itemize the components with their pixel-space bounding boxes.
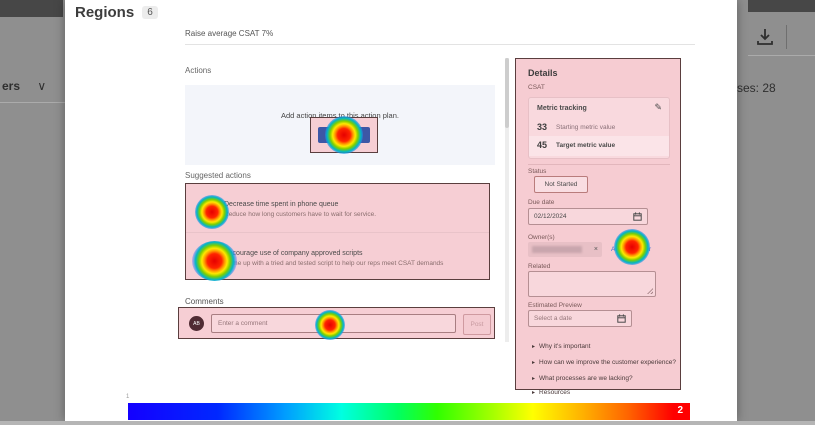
status-badge-label: Not Started xyxy=(544,181,578,188)
metric-tracking-label: Metric tracking xyxy=(537,105,587,112)
details-divider xyxy=(528,164,670,165)
background-bottom-strip xyxy=(0,421,815,425)
disclosure-triangle-icon: ▸ xyxy=(532,360,536,366)
suggested-item-desc: Reduce how long customers have to wait f… xyxy=(224,211,377,218)
avatar: AB xyxy=(189,316,204,331)
suggested-items-divider xyxy=(186,232,489,233)
scrollbar-thumb[interactable] xyxy=(505,58,509,128)
section-toggle[interactable]: ▸ How can we improve the customer experie… xyxy=(532,351,676,369)
region-highlight-suggested-actions: Decrease time spent in phone queue Reduc… xyxy=(185,183,490,280)
suggested-item-desc: Come up with a tried and tested script t… xyxy=(224,260,444,267)
content-scrollbar[interactable] xyxy=(505,58,509,342)
status-label: Status xyxy=(528,168,547,175)
due-date-input[interactable]: 02/12/2024 xyxy=(528,208,648,225)
starting-metric-value: 33 xyxy=(537,122,548,132)
owner-chip: × xyxy=(528,242,602,257)
header-divider xyxy=(185,44,695,45)
starting-metric-label: Starting metric value xyxy=(556,124,616,131)
calendar-icon xyxy=(617,314,626,323)
disclosure-triangle-icon: ▸ xyxy=(532,376,536,382)
suggested-item[interactable]: Decrease time spent in phone queue Reduc… xyxy=(224,201,376,218)
plan-subtitle: Raise average CSAT 7% xyxy=(185,29,274,38)
section-toggle[interactable]: ▸ What processes are we lacking? xyxy=(532,367,633,385)
calendar-icon xyxy=(633,212,642,221)
post-comment-button[interactable]: Post xyxy=(463,314,491,335)
resize-handle[interactable] xyxy=(647,288,653,294)
heatmap-color-scale: 2 xyxy=(128,403,690,420)
new-action-button-label: New action xyxy=(329,132,359,138)
background-divider-left xyxy=(0,102,65,103)
section-label: Why it's important xyxy=(539,343,591,350)
details-panel: Details CSAT Metric tracking ✎ 33 Starti… xyxy=(515,58,681,396)
responses-count: ses: 28 xyxy=(737,81,776,95)
section-toggle[interactable]: ▸ Why it's important xyxy=(532,335,590,353)
metric-name: CSAT xyxy=(528,84,545,91)
download-button[interactable] xyxy=(754,26,776,48)
region-highlight-comments: AB Post xyxy=(178,307,495,339)
suggested-item[interactable]: Encourage use of company approved script… xyxy=(224,250,443,267)
filters-dropdown[interactable]: ers ∨ xyxy=(2,79,46,93)
section-label: What processes are we lacking? xyxy=(539,375,633,382)
related-label: Related xyxy=(528,263,551,270)
heatmap-scale-min: 1 xyxy=(126,394,130,400)
remove-owner-icon[interactable]: × xyxy=(593,246,598,253)
comment-input[interactable] xyxy=(211,314,456,333)
chevron-down-icon: ∨ xyxy=(37,79,47,93)
filters-label: ers xyxy=(2,79,21,93)
post-button-label: Post xyxy=(470,321,484,328)
background-toolbar-divider xyxy=(786,25,787,49)
edit-icon[interactable]: ✎ xyxy=(654,102,662,112)
owner-chip-redacted-name xyxy=(532,246,582,253)
target-metric-value: 45 xyxy=(537,140,548,150)
estimated-date-placeholder: Select a date xyxy=(534,315,572,322)
suggested-actions-label: Suggested actions xyxy=(185,171,251,180)
owners-label: Owner(s) xyxy=(528,234,555,241)
status-badge[interactable]: Not Started xyxy=(534,176,588,193)
details-title: Details xyxy=(528,68,558,78)
estimated-date-input[interactable]: Select a date xyxy=(528,310,632,327)
actions-label: Actions xyxy=(185,66,212,75)
suggested-item-title: Encourage use of company approved script… xyxy=(224,250,363,257)
background-topbar-left xyxy=(0,0,63,17)
disclosure-triangle-icon: ▸ xyxy=(532,344,536,350)
target-metric-row: 45 Target metric value xyxy=(529,136,669,156)
page-title: Regions 6 xyxy=(75,4,158,22)
estimated-label: Estimated Preview xyxy=(528,302,582,309)
disclosure-triangle-icon: ▸ xyxy=(532,390,536,396)
regions-title: Regions xyxy=(75,4,135,21)
actions-empty-text: Add action items to this action plan. xyxy=(281,111,399,120)
target-metric-label: Target metric value xyxy=(556,142,616,149)
add-owner-link[interactable]: Add an owner xyxy=(611,246,652,253)
comments-label: Comments xyxy=(185,297,224,306)
section-toggle[interactable]: ▸ Resources xyxy=(532,381,570,399)
section-label: Resources xyxy=(539,389,571,396)
background-divider-right xyxy=(748,55,815,56)
suggested-item-title: Decrease time spent in phone queue xyxy=(224,201,339,208)
heatmap-scale-max: 2 xyxy=(677,405,683,416)
due-date-label: Due date xyxy=(528,199,555,206)
download-icon xyxy=(757,29,773,45)
new-action-button[interactable]: New action xyxy=(318,127,370,143)
background-topbar-right xyxy=(748,0,815,12)
regions-count-badge: 6 xyxy=(142,6,158,19)
related-textarea[interactable] xyxy=(528,271,656,297)
metric-tracking-card: Metric tracking ✎ 33 Starting metric val… xyxy=(528,97,670,159)
section-label: How can we improve the customer experien… xyxy=(539,359,676,366)
due-date-value: 02/12/2024 xyxy=(534,213,567,220)
